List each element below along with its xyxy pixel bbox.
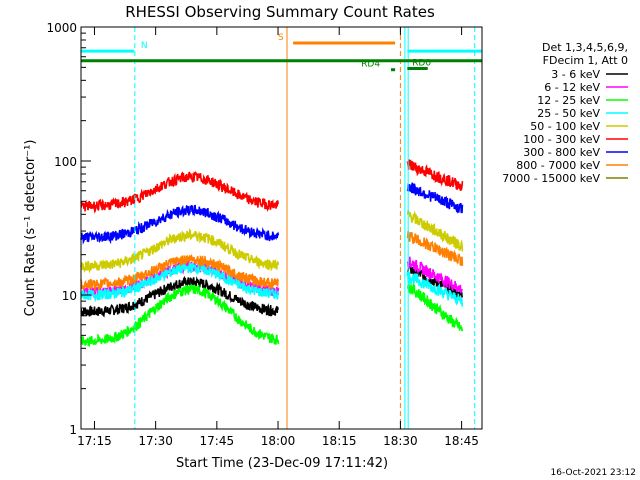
plot-area: N S RD4 RD0 — [80, 27, 482, 429]
series-line-100-300-keV-late — [406, 159, 464, 192]
series-line-12-25-keV — [80, 284, 280, 348]
plot-frame — [80, 26, 483, 430]
y-tick-label: 1000 — [46, 21, 77, 35]
x-tick-label: 18:15 — [322, 434, 357, 448]
legend-entry-label: 3 - 6 keV — [551, 68, 600, 81]
legend-entry-label: 800 - 7000 keV — [516, 159, 600, 172]
x-axis-label: Start Time (23-Dec-09 17:11:42) — [176, 456, 388, 471]
flag-label-RD0: RD0 — [412, 59, 431, 69]
flag-label-RD4: RD4 — [361, 60, 380, 70]
y-tick-label: 100 — [54, 155, 77, 169]
series-line-300-800-keV-late — [406, 182, 464, 214]
legend-entry-label: 50 - 100 keV — [530, 120, 600, 133]
axes: 17:15 17:30 17:45 18:00 18:15 18:30 18:45 1 10 10… — [46, 21, 478, 448]
legend-entry-label: 300 - 800 keV — [523, 146, 600, 159]
legend-entry-label: 100 - 300 keV — [523, 133, 600, 146]
series-line-800-7000-keV-late — [406, 230, 464, 266]
legend-entry-label: 25 - 50 keV — [537, 107, 600, 120]
series-line-50-100-keV — [80, 228, 280, 274]
series-line-12-25-keV-late — [406, 280, 464, 332]
timestamp: 16-Oct-2021 23:12 — [551, 468, 636, 478]
legend-entry-label: 12 - 25 keV — [537, 94, 600, 107]
x-tick-label: 17:15 — [77, 434, 112, 448]
x-tick-label: 17:45 — [200, 434, 235, 448]
legend-entry-label: 6 - 12 keV — [544, 81, 600, 94]
flag-label-S: S — [278, 33, 284, 43]
legend-title: FDecim 1, Att 0 — [543, 54, 628, 67]
x-tick-label: 18:45 — [444, 434, 479, 448]
series-line-25-50-keV-late — [406, 271, 464, 307]
x-tick-label: 18:30 — [383, 434, 418, 448]
chart-title: RHESSI Observing Summary Count Rates — [125, 3, 435, 21]
series-line-3-6-keV — [80, 275, 279, 318]
series-line-50-100-keV-late — [406, 209, 464, 252]
series-line-800-7000-keV — [80, 253, 279, 293]
legend: Det 1,3,4,5,6,9,FDecim 1, Att 03 - 6 keV… — [502, 41, 628, 185]
series-line-300-800-keV — [80, 204, 280, 245]
legend-title: Det 1,3,4,5,6,9, — [542, 41, 628, 54]
y-tick-label: 10 — [62, 289, 77, 303]
x-tick-label: 17:30 — [138, 434, 173, 448]
series-line-6-12-keV-late — [406, 256, 464, 294]
x-tick-label: 18:00 — [261, 434, 296, 448]
series-line-100-300-keV — [80, 170, 280, 214]
legend-entry-label: 7000 - 15000 keV — [502, 172, 600, 185]
y-tick-label: 1 — [69, 423, 77, 437]
y-axis-label: Count Rate (s⁻¹ detector⁻¹) — [23, 140, 38, 317]
flag-label-N: N — [141, 41, 148, 51]
